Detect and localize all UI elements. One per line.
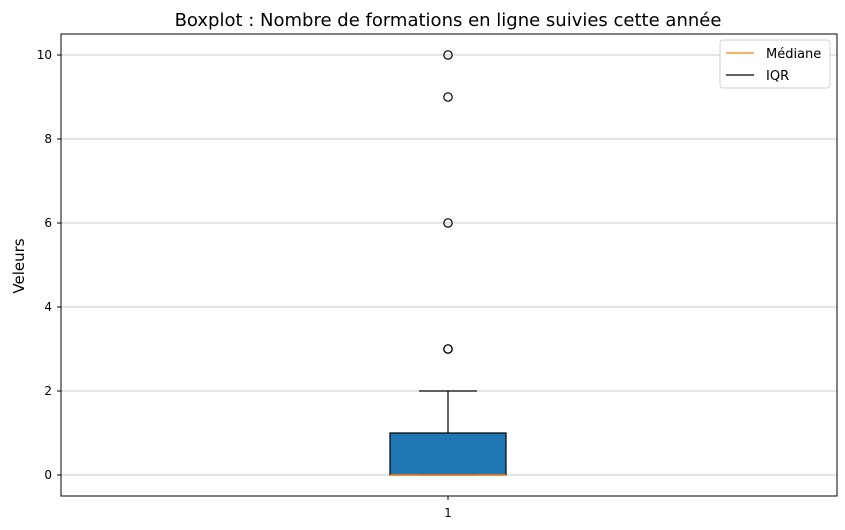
y-axis-label: Veleurs xyxy=(10,238,28,293)
y-tick-label: 8 xyxy=(44,132,52,146)
outlier-point xyxy=(443,50,453,60)
legend-iqr-label: IQR xyxy=(766,69,789,84)
iqr-box xyxy=(389,432,507,476)
y-tick-label: 10 xyxy=(37,48,52,62)
y-tick-label: 6 xyxy=(44,216,52,230)
x-tick-label: 1 xyxy=(444,506,452,520)
y-tick-label: 4 xyxy=(44,300,52,314)
legend-frame xyxy=(719,39,831,89)
grid-lines xyxy=(61,54,837,476)
outlier-point xyxy=(443,344,453,354)
y-tick-label: 2 xyxy=(44,384,52,398)
outlier-point xyxy=(443,92,453,102)
chart-title: Boxplot : Nombre de formations en ligne … xyxy=(175,10,722,31)
axis-ticks: 0 2 4 6 8 10 1 xyxy=(37,48,452,520)
y-tick-label: 0 xyxy=(44,468,52,482)
outlier-point xyxy=(443,218,453,228)
legend-median-label: Médiane xyxy=(766,47,821,62)
axes-frame xyxy=(60,33,838,497)
legend: Médiane IQR xyxy=(719,39,831,89)
plot-area xyxy=(389,50,507,476)
